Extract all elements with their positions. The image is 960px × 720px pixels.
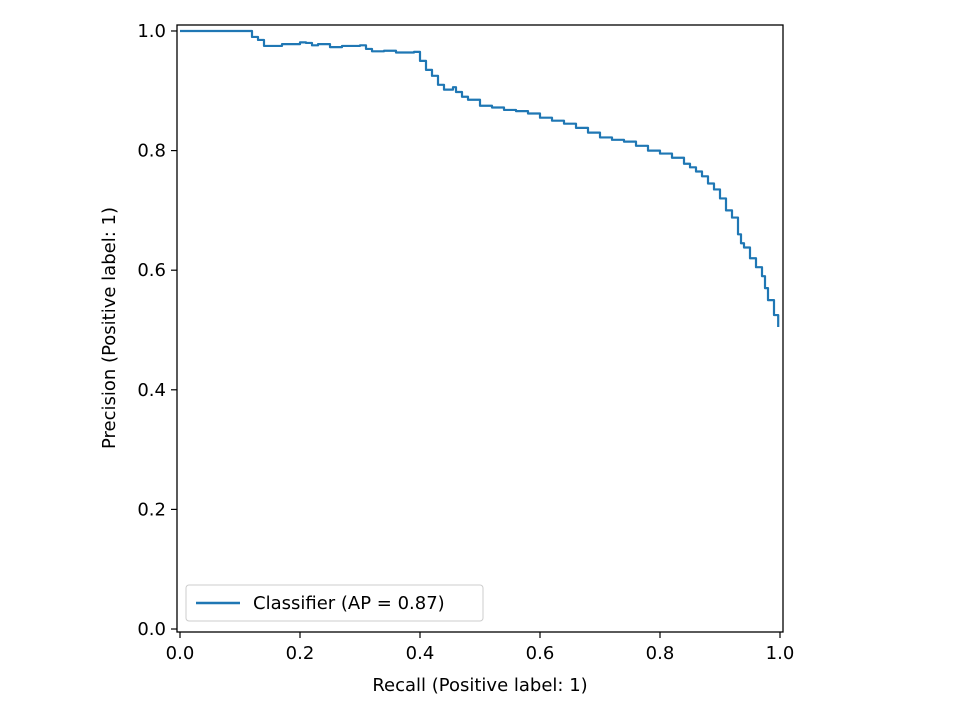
y-axis-ticks: 0.0 0.2 0.4 0.6 0.8 1.0 — [137, 21, 177, 640]
x-tick-label: 0.0 — [166, 643, 195, 664]
x-tick-label: 0.4 — [406, 643, 435, 664]
y-tick-label: 0.6 — [137, 260, 166, 281]
series-line-0 — [180, 29, 780, 327]
x-tick-label: 0.2 — [286, 643, 315, 664]
y-tick-label: 0.0 — [137, 619, 166, 640]
y-tick-label: 0.4 — [137, 380, 166, 401]
x-tick-label: 0.8 — [646, 643, 675, 664]
x-tick-label: 0.6 — [526, 643, 555, 664]
y-tick-label: 1.0 — [137, 21, 166, 42]
legend-entry-label: Classifier (AP = 0.87) — [253, 593, 445, 614]
legend-box — [185, 584, 484, 622]
plot-area — [180, 29, 780, 327]
legend: Classifier (AP = 0.87) — [185, 584, 484, 622]
x-axis-label: Recall (Positive label: 1) — [372, 675, 587, 696]
y-tick-label: 0.2 — [137, 499, 166, 520]
y-tick-label: 0.8 — [137, 141, 166, 162]
x-tick-label: 1.0 — [766, 643, 795, 664]
y-axis-label: Precision (Positive label: 1) — [99, 207, 120, 449]
plot-frame — [176, 24, 784, 633]
x-axis-ticks: 0.0 0.2 0.4 0.6 0.8 1.0 — [166, 632, 795, 664]
